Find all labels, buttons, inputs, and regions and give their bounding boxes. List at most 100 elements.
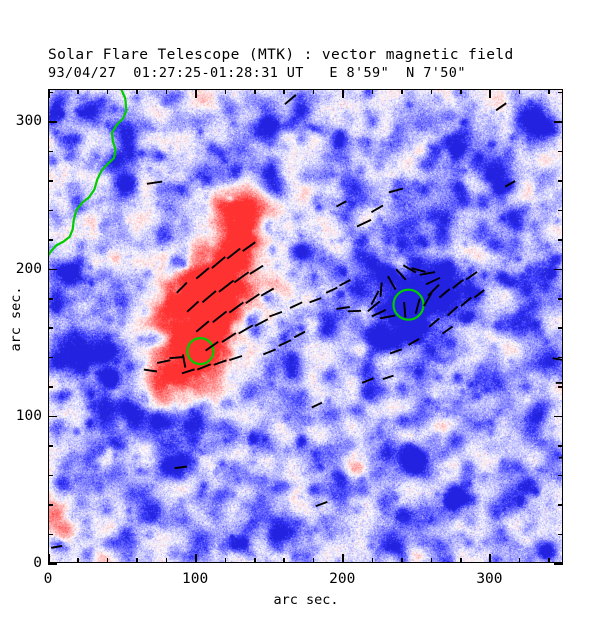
field-vector [174,465,188,470]
x-tick-minor [401,558,403,563]
field-vector [176,281,188,294]
y-tick-label: 200 [15,260,42,277]
neutral-line-contour [48,89,128,257]
figure-subtitle: 93/04/27 01:27:25-01:28:31 UT E 8'59" N … [48,65,466,81]
field-vector [195,320,210,333]
x-tick-minor-top [77,89,79,94]
field-vector [473,289,485,299]
y-tick-minor [48,91,53,94]
field-vector [356,219,372,228]
field-vector [408,337,420,346]
y-tick-minor [48,533,53,536]
y-tick-major [48,268,57,271]
y-tick-major-right [554,415,563,418]
y-tick-minor [48,209,53,212]
y-tick-minor [48,386,53,388]
y-tick-major-right [554,563,563,565]
x-tick-minor [136,558,138,563]
field-vector [495,102,507,112]
field-vector [181,368,195,375]
field-vector [382,374,394,381]
y-tick-minor-right [558,504,563,506]
x-tick-label: 100 [182,571,209,587]
field-vector [428,317,441,328]
field-vector [186,300,200,313]
field-vector [460,296,472,307]
y-axis-title: arc sec. [8,286,24,352]
y-tick-minor-right [558,239,563,241]
field-vector [452,279,464,289]
field-vector [423,292,433,307]
x-tick-minor-top [136,89,138,94]
field-vector [245,293,260,304]
x-tick-minor-top [165,89,168,94]
x-tick-minor-top [312,89,315,94]
x-tick-major-top [48,89,50,98]
field-vector [233,271,250,284]
field-vector [249,264,264,275]
x-tick-minor [77,558,79,563]
y-tick-minor [48,474,53,477]
field-vector [379,314,396,320]
field-vector [229,355,243,362]
y-tick-minor-right [558,386,563,388]
x-tick-major [48,554,50,563]
field-vector [367,300,381,313]
plot-area [48,89,563,563]
y-tick-label: 100 [15,407,42,424]
field-vector [403,302,407,318]
x-tick-minor [430,558,433,563]
field-vector [347,309,362,313]
field-vector [205,341,219,352]
field-vector [438,288,451,299]
y-tick-minor [48,504,53,506]
x-axis-title: arc sec. [273,592,339,608]
field-vector [441,325,454,335]
field-vector [278,339,292,347]
x-tick-major [195,554,197,563]
field-vector [242,241,256,252]
field-vector [387,275,397,291]
field-vector [446,305,459,317]
y-tick-minor [48,239,53,241]
y-tick-minor [48,445,53,447]
y-tick-major [48,563,57,565]
y-tick-minor-right [558,209,563,212]
field-vector [315,501,328,507]
field-vector [311,401,323,409]
field-vector [284,94,297,105]
field-vector [411,267,426,273]
y-tick-minor [48,356,53,359]
x-tick-minor-top [371,89,374,94]
field-vector [336,306,350,310]
field-vector [289,301,303,309]
field-vector [389,348,402,355]
magnetogram-image [48,89,563,563]
field-vector [370,204,384,214]
x-tick-minor-top [283,89,285,94]
field-vector [213,359,227,366]
field-vector [293,330,306,339]
field-vector [371,309,387,318]
field-vector [465,271,478,281]
y-tick-major [48,415,57,418]
field-vector [402,264,417,274]
y-tick-major-right [554,121,563,123]
x-tick-minor [254,558,256,563]
field-vector [260,287,275,297]
field-vector [427,284,440,297]
field-vector [157,359,171,364]
field-vector [254,318,269,327]
field-vector [226,247,241,260]
y-tick-minor [48,298,53,300]
x-tick-minor-top [430,89,433,94]
x-tick-major-top [342,89,344,98]
field-vector [211,256,226,269]
umbra-contour [392,288,425,321]
field-vector [325,286,338,294]
field-vector [552,357,563,362]
x-tick-minor-top [518,89,521,94]
x-tick-minor-top [106,89,109,94]
y-tick-minor-right [558,298,563,300]
x-tick-minor-top [254,89,256,94]
